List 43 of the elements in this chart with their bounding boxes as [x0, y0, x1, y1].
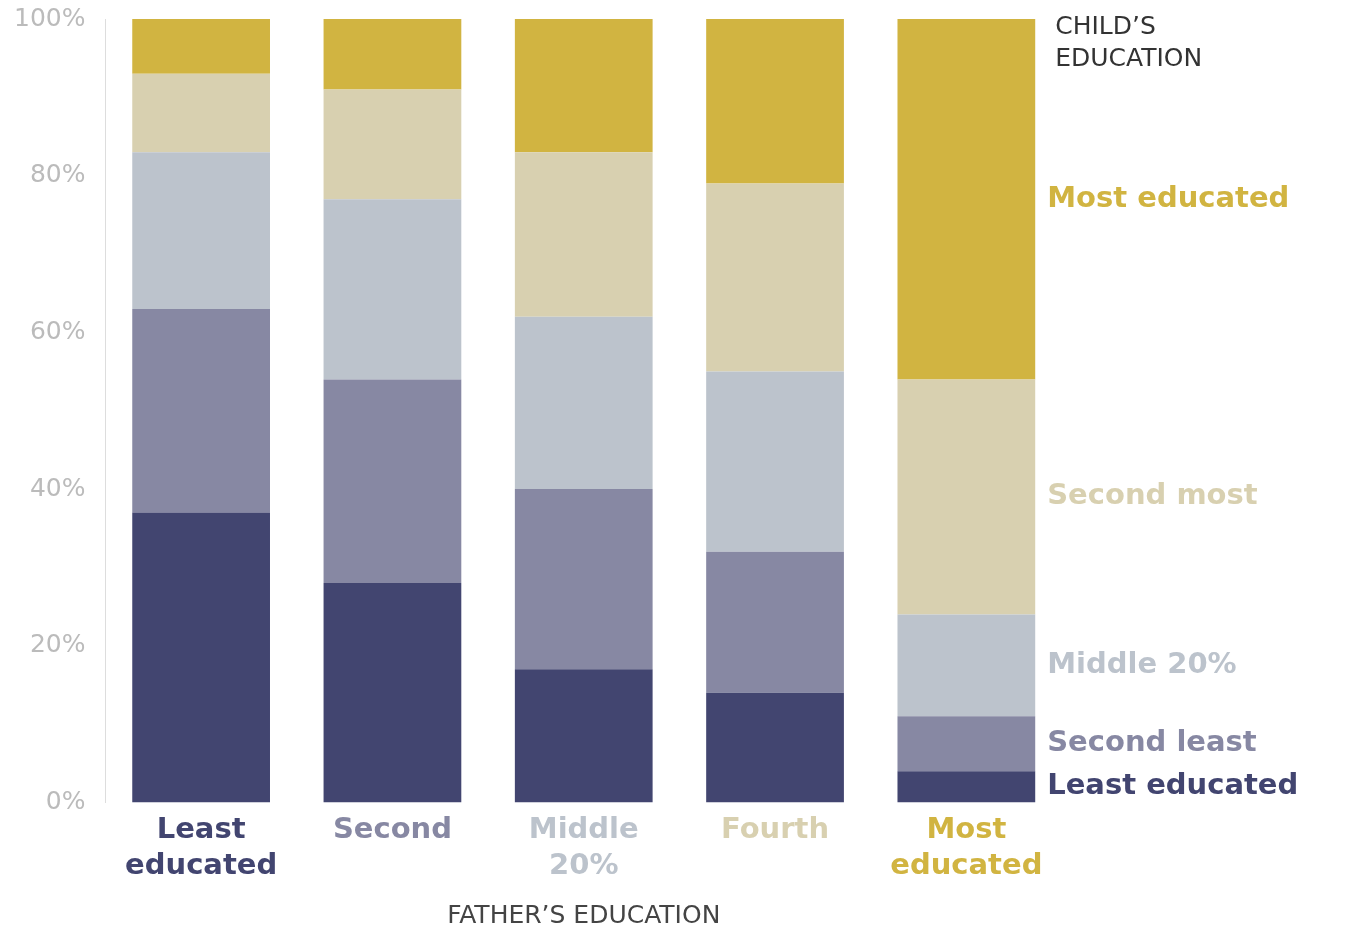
y-tick-label: 40% — [29, 472, 86, 502]
bar — [514, 669, 653, 803]
series-label: Second most — [1047, 477, 1258, 512]
bar — [132, 73, 270, 153]
bar — [323, 583, 462, 803]
bar — [514, 316, 653, 490]
bar — [706, 371, 844, 552]
bar — [323, 19, 462, 90]
bar — [132, 512, 270, 803]
x-tick-label: Least educated — [125, 811, 278, 882]
bar — [323, 379, 462, 584]
bar — [897, 379, 1036, 615]
x-axis-title: FATHER’S EDUCATION — [447, 899, 721, 929]
bar — [897, 716, 1036, 772]
bar — [132, 152, 270, 309]
y-tick-label: 0% — [45, 786, 86, 815]
bar — [706, 19, 844, 184]
bar — [897, 771, 1036, 803]
legend-title: CHILD’S EDUCATION — [1055, 11, 1203, 72]
bar — [132, 308, 270, 513]
bar — [706, 183, 844, 372]
bar — [897, 19, 1036, 380]
bar — [706, 551, 844, 693]
y-tick-label: 20% — [29, 629, 86, 659]
x-tick-label: Second — [332, 811, 452, 846]
series-label: Second least — [1047, 724, 1257, 759]
bar — [132, 19, 270, 74]
y-tick-label: 100% — [13, 2, 86, 32]
x-tick-label: Middle 20% — [528, 811, 639, 882]
x-tick-label: Most educated — [890, 811, 1043, 882]
series-label: Middle 20% — [1047, 645, 1237, 680]
series-label: Least educated — [1047, 767, 1299, 802]
bar — [706, 692, 844, 803]
series-label: Most educated — [1047, 179, 1290, 214]
bar — [514, 19, 653, 153]
bar — [323, 89, 462, 200]
x-tick-label: Fourth — [721, 811, 830, 846]
y-tick-label: 60% — [29, 315, 86, 345]
bar — [514, 489, 653, 670]
bar — [323, 199, 462, 380]
bar — [514, 152, 653, 317]
y-tick-label: 80% — [29, 159, 86, 189]
bar — [897, 614, 1036, 717]
